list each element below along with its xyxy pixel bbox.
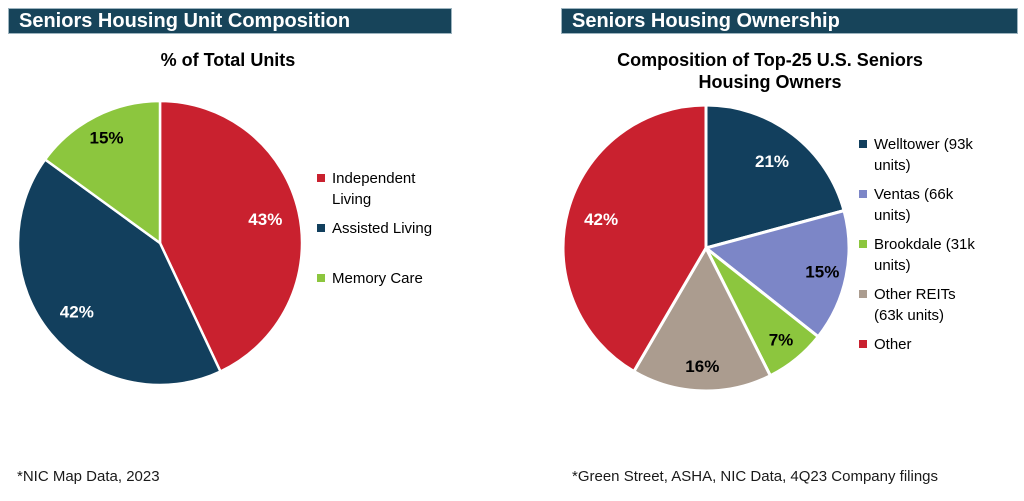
- pie-slice: [704, 103, 846, 250]
- legend-label: Ventas (66k units): [874, 186, 954, 224]
- unit-composition-pie-chart: 43% 42% 15%: [16, 99, 304, 387]
- legend-item: Independent Living: [317, 168, 436, 218]
- ownership-pie-chart: 21% 15% 7% 16% 42%: [561, 103, 851, 393]
- unit-composition-legend: Independent Living Assisted Living Memory …: [317, 168, 436, 318]
- legend-item: Assisted Living: [317, 218, 436, 268]
- pie-slice: [158, 99, 304, 373]
- pie-slice: [704, 209, 851, 339]
- unit-composition-chart-title: % of Total Units: [160, 50, 296, 70]
- legend-swatch: [859, 140, 867, 148]
- legend-item: Other REITs (63k units): [859, 284, 980, 334]
- pie-slice: [43, 99, 162, 245]
- pie-data-label: 42%: [60, 302, 94, 321]
- pie-data-label: 43%: [248, 210, 282, 229]
- legend-swatch: [859, 290, 867, 298]
- legend-item: Memory Care: [317, 268, 436, 318]
- unit-composition-footnote: *NIC Map Data, 2023: [17, 468, 160, 485]
- pie-data-label: 15%: [89, 129, 123, 148]
- legend-swatch: [317, 224, 325, 232]
- pie-data-label: 42%: [584, 210, 618, 229]
- unit-composition-header-bar: Seniors Housing Unit Composition: [8, 8, 452, 34]
- pie-data-label: 15%: [805, 262, 839, 281]
- legend-item: Ventas (66k units): [859, 184, 980, 234]
- pie-slice: [16, 158, 222, 387]
- legend-label: Memory Care: [332, 270, 423, 287]
- legend-swatch: [317, 274, 325, 282]
- legend-swatch: [859, 240, 867, 248]
- legend-label: Other REITs (63k units): [874, 286, 956, 324]
- legend-swatch: [317, 174, 325, 182]
- pie-slice: [632, 246, 772, 393]
- legend-label: Brookdale (31k units): [874, 236, 975, 274]
- unit-composition-header-title: Seniors Housing Unit Composition: [19, 10, 351, 32]
- legend-label: Assisted Living: [332, 220, 433, 237]
- legend-swatch: [859, 190, 867, 198]
- legend-label: Other: [874, 336, 912, 353]
- legend-item: Welltower (93k units): [859, 134, 980, 184]
- legend-swatch: [859, 340, 867, 348]
- ownership-chart-title: Composition of Top-25 U.S. Seniors Housi…: [617, 50, 923, 92]
- ownership-header-title: Seniors Housing Ownership: [572, 10, 840, 32]
- pie-data-label: 16%: [685, 357, 719, 376]
- pie-data-label: 21%: [755, 152, 789, 171]
- ownership-footnote: *Green Street, ASHA, NIC Data, 4Q23 Comp…: [572, 468, 938, 485]
- legend-label: Independent Living: [332, 170, 416, 208]
- pie-slice: [561, 103, 708, 373]
- ownership-header-bar: Seniors Housing Ownership: [561, 8, 1018, 34]
- legend-label: Welltower (93k units): [874, 136, 973, 174]
- legend-item: Brookdale (31k units): [859, 234, 980, 284]
- legend-item: Other: [859, 334, 980, 384]
- pie-data-label: 7%: [769, 331, 794, 350]
- ownership-legend: Welltower (93k units) Ventas (66k units) B…: [859, 134, 980, 384]
